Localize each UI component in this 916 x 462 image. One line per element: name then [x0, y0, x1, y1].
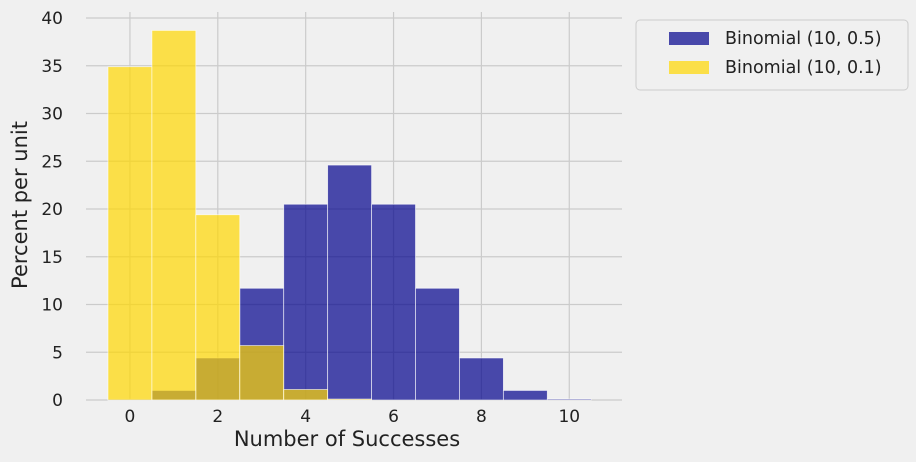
x-tick-label: 0 [125, 407, 136, 427]
y-tick-label: 30 [41, 105, 63, 125]
bar-series-1-bin-3 [239, 345, 285, 401]
x-tick-label: 6 [388, 407, 399, 427]
bar-series-1-bin-2 [195, 214, 241, 401]
legend-swatch-1 [669, 61, 709, 74]
bars [107, 30, 592, 401]
tick-labels: 0 5 10 15 20 25 30 35 40 0 2 4 6 8 10 [41, 9, 580, 427]
bar-series-0-bin-7 [415, 287, 460, 401]
legend-label-1: Binomial (10, 0.1) [725, 58, 882, 78]
bar-series-1-bin-0 [107, 66, 153, 401]
bar-series-1-bin-4 [283, 389, 329, 401]
y-tick-label: 15 [41, 248, 63, 268]
y-tick-label: 40 [41, 9, 63, 29]
bar-series-0-bin-10 [546, 398, 592, 401]
bar-series-0-bin-4 [283, 203, 329, 401]
bar-series-0-bin-8 [459, 357, 504, 401]
x-tick-label: 2 [212, 407, 223, 427]
bar-series-1-bin-5 [327, 398, 372, 401]
x-axis-label: Number of Successes [234, 427, 460, 451]
y-tick-label: 20 [41, 200, 63, 220]
y-tick-label: 10 [41, 296, 63, 316]
bar-series-0-bin-6 [371, 203, 416, 401]
y-axis-label: Percent per unit [8, 121, 32, 289]
bar-series-0-bin-5 [327, 164, 372, 401]
y-tick-label: 25 [41, 152, 63, 172]
x-tick-label: 4 [300, 407, 311, 427]
legend-swatch-0 [669, 32, 709, 45]
x-tick-label: 8 [476, 407, 487, 427]
y-tick-label: 0 [52, 391, 63, 411]
legend: Binomial (10, 0.5) Binomial (10, 0.1) [635, 19, 909, 91]
bar-series-0-bin-9 [502, 390, 548, 401]
x-tick-label: 10 [558, 407, 580, 427]
bar-series-1-bin-1 [151, 30, 197, 401]
legend-label-0: Binomial (10, 0.5) [725, 29, 882, 49]
y-tick-label: 5 [52, 343, 63, 363]
y-tick-label: 35 [41, 57, 63, 77]
